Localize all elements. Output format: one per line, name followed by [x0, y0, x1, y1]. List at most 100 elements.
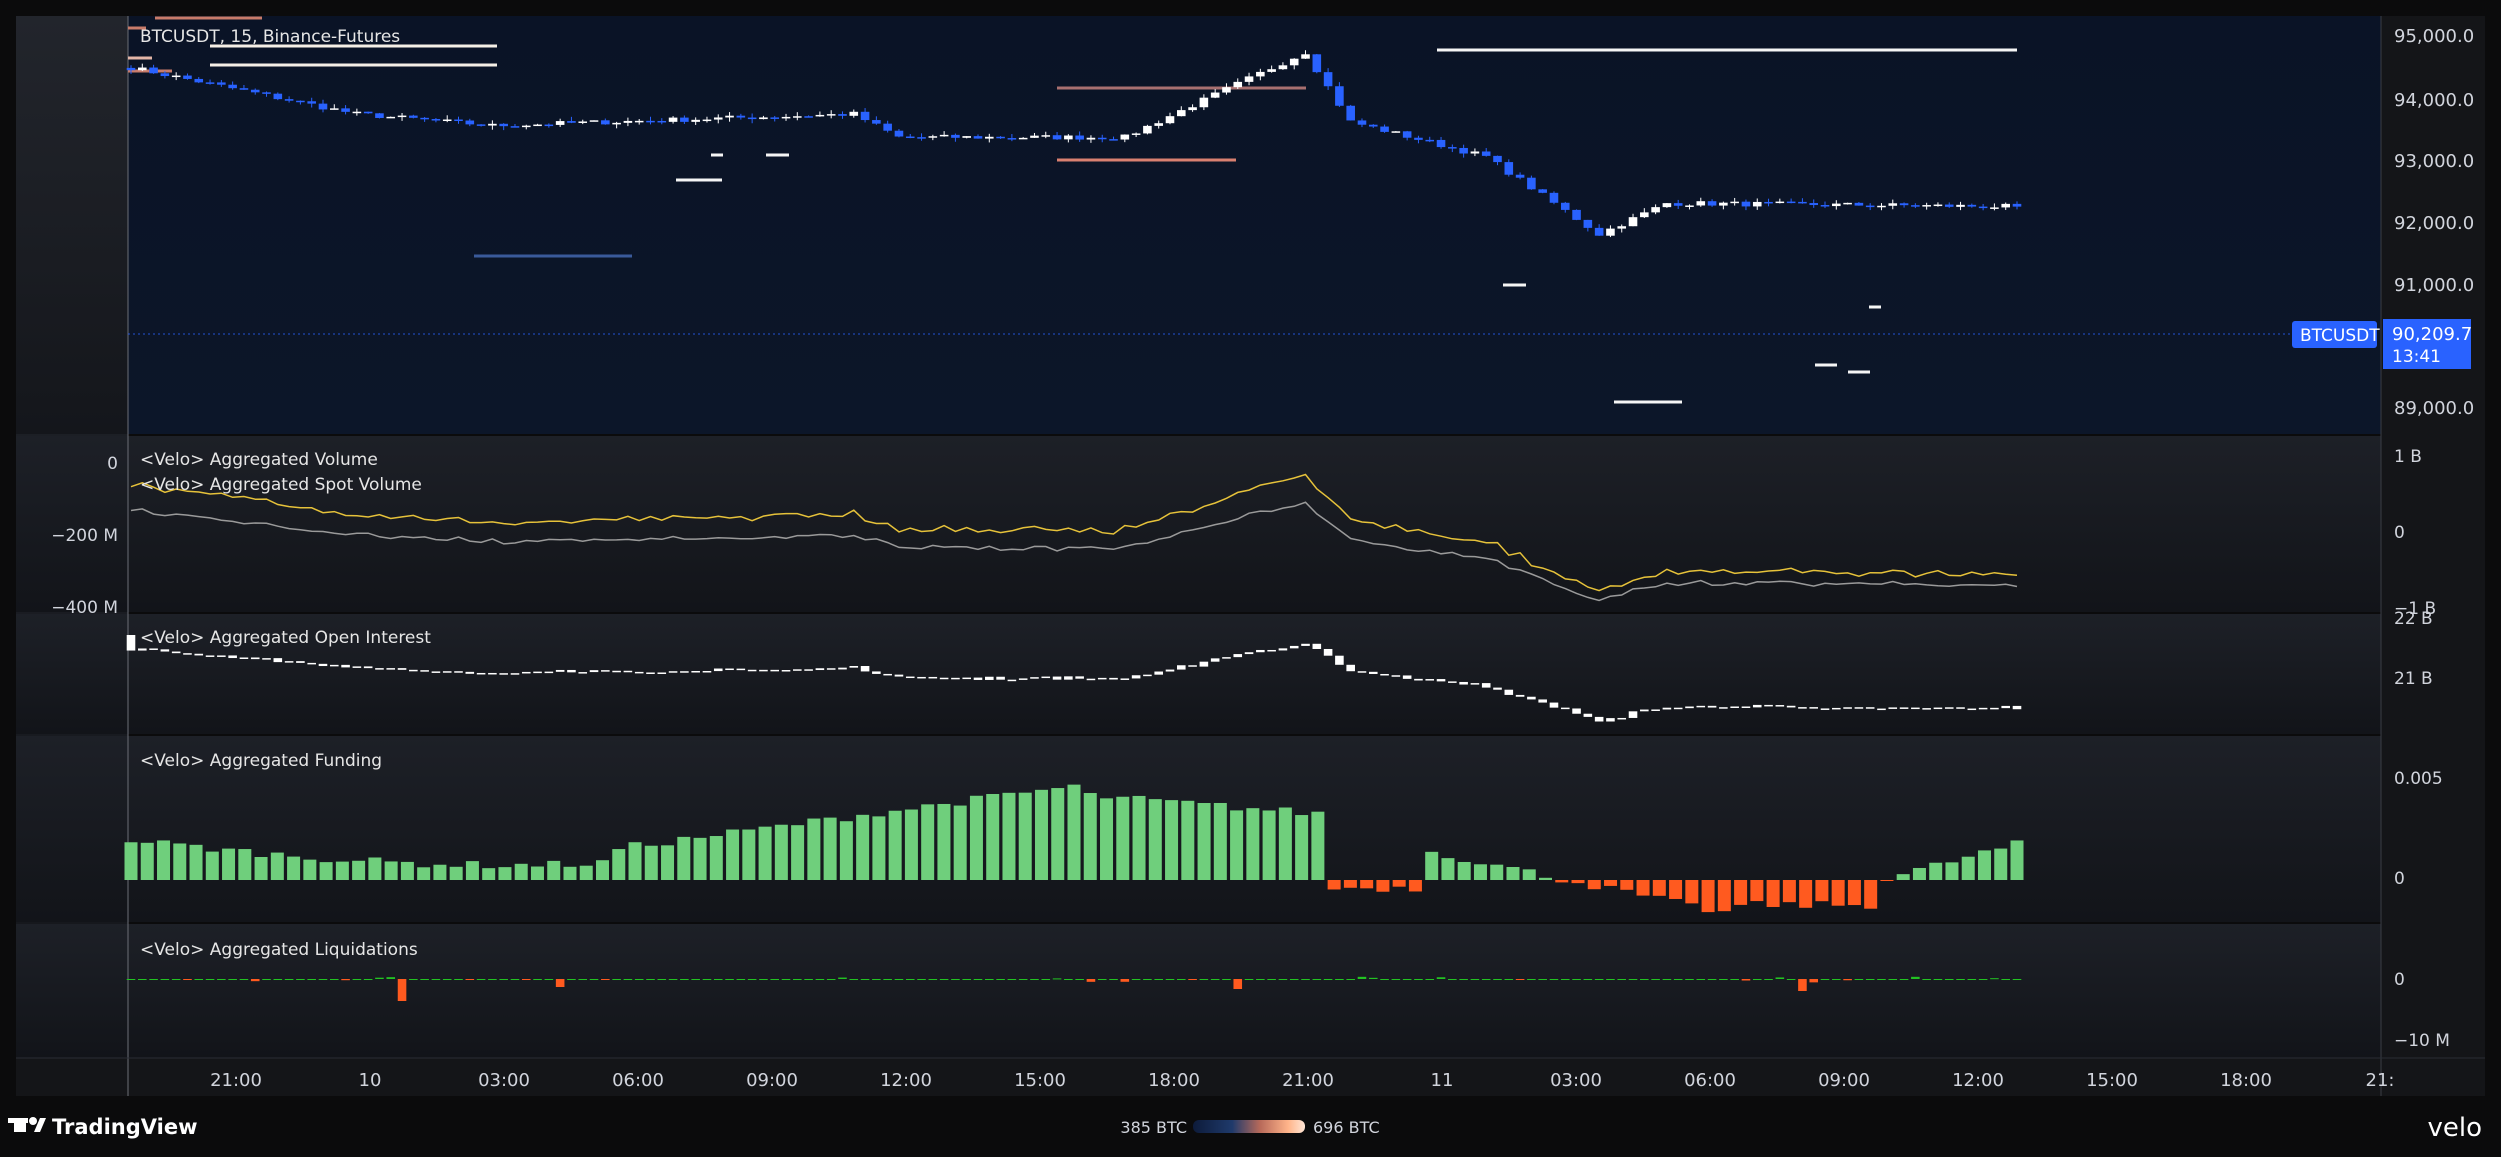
- funding-bar: [140, 842, 154, 880]
- liquidation-bar: [1820, 979, 1830, 980]
- volume-title[interactable]: <Velo> Aggregated Volume: [140, 450, 378, 470]
- candle-body: [917, 137, 926, 139]
- oi-candle-body: [499, 673, 508, 675]
- candle-body: [1560, 202, 1570, 210]
- liquidation-bar: [442, 979, 452, 980]
- liq-title[interactable]: <Velo> Aggregated Liquidations: [140, 940, 418, 960]
- oi-candle-body: [1131, 675, 1141, 679]
- candle-body: [589, 120, 599, 122]
- candle-body: [1018, 137, 1028, 140]
- liquidation-bar: [307, 979, 316, 980]
- funding-bar: [319, 862, 333, 880]
- liquidation-bar: [1899, 979, 1909, 980]
- oi-candle-body: [1256, 649, 1265, 653]
- funding-bar: [1961, 856, 1975, 880]
- funding-bar: [1831, 880, 1845, 906]
- candle-body: [1199, 97, 1209, 108]
- oi-candle-body: [1843, 707, 1852, 709]
- oi-candle-body: [713, 668, 723, 672]
- liquidation-bar: [420, 979, 429, 980]
- candle-body: [872, 120, 881, 124]
- oi-candle-body: [1414, 678, 1423, 681]
- funding-bar: [1652, 880, 1666, 896]
- funding-bar: [303, 859, 317, 880]
- oi-candle-body: [284, 661, 294, 663]
- oi-panel: [16, 614, 2381, 734]
- oi-candle-body: [646, 672, 655, 674]
- oi-candle-body: [996, 676, 1005, 680]
- funding-bar: [335, 861, 349, 880]
- candle-body: [1154, 123, 1163, 126]
- funding-bar: [661, 845, 675, 880]
- oi-candle-body: [521, 671, 531, 674]
- candle-body: [1651, 207, 1660, 213]
- liquidation-bar: [1922, 979, 1931, 980]
- candle-body: [1696, 201, 1706, 206]
- liquidation-bar: [1188, 979, 1197, 980]
- oi-candle-body: [2001, 705, 2010, 709]
- liquidation-bar: [465, 979, 475, 980]
- candle-body: [1256, 71, 1265, 77]
- oi-candle-body: [2012, 705, 2022, 710]
- liquidation-bar: [149, 979, 158, 980]
- vol-left-tick: −200 M: [51, 526, 118, 546]
- liquidation-bar: [1335, 979, 1344, 980]
- oi-candle-body: [1978, 707, 1988, 710]
- liquidation-bar: [1007, 979, 1017, 980]
- candle-body: [1267, 69, 1276, 72]
- candle-body: [1606, 228, 1615, 236]
- liquidation-bar: [1843, 979, 1852, 981]
- candle-body: [476, 124, 486, 126]
- oi-candle-body: [1560, 707, 1570, 710]
- time-axis-labels: 21:00 10 03:00 06:00 09:00 12:00 15:00 1…: [210, 1070, 2394, 1091]
- candle-body: [1594, 227, 1604, 236]
- price-panel: [128, 16, 2381, 434]
- candle-body: [1357, 120, 1367, 125]
- oi-candle-body: [363, 666, 373, 669]
- candle-body: [928, 136, 938, 138]
- candle-body: [973, 136, 983, 139]
- oi-candle-body: [1967, 708, 1977, 711]
- right-price-scale[interactable]: [2381, 16, 2485, 1058]
- price-badge[interactable]: BTCUSDT 90,209.7 13:41: [2292, 319, 2472, 369]
- candle-body: [250, 89, 260, 93]
- oi-candle-body: [1368, 671, 1378, 674]
- funding-bar: [433, 864, 447, 880]
- oi-candle-body: [431, 671, 441, 673]
- liquidation-bar: [634, 979, 644, 980]
- funding-bar: [1815, 880, 1829, 902]
- time-axis[interactable]: [16, 1058, 2485, 1096]
- spot-volume-title[interactable]: <Velo> Aggregated Spot Volume: [140, 475, 422, 495]
- liquidation-bar: [250, 979, 260, 982]
- liquidation-bar: [1865, 979, 1875, 980]
- funding-bar: [1246, 808, 1260, 880]
- funding-bar: [693, 837, 707, 880]
- oi-candle-body: [149, 648, 158, 650]
- oi-candle-body: [793, 669, 802, 671]
- liquidation-bar: [239, 979, 249, 980]
- oi-candle-body: [1707, 705, 1717, 708]
- candle-body: [341, 108, 350, 112]
- tv-logo-icon-slash: [34, 1118, 46, 1132]
- candle-body: [646, 120, 655, 123]
- price-tick: 93,000.0: [2394, 151, 2474, 172]
- price-left-area: [16, 16, 128, 434]
- candle-body: [420, 117, 429, 120]
- liquidation-bar: [1222, 979, 1231, 980]
- funding-bar: [709, 836, 723, 880]
- liquidation-bar: [1199, 979, 1209, 980]
- candle-body: [1719, 202, 1728, 206]
- symbol-badge[interactable]: [2292, 321, 2377, 348]
- symbol-title[interactable]: BTCUSDT, 15, Binance-Futures: [140, 27, 400, 47]
- funding-title[interactable]: <Velo> Aggregated Funding: [140, 751, 382, 771]
- liquidation-bars: [126, 976, 2022, 1001]
- funding-bar: [904, 809, 918, 880]
- oi-candle-body: [1911, 707, 1920, 710]
- candle-body: [2001, 203, 2010, 208]
- oi-candle-body: [217, 655, 226, 657]
- oi-title[interactable]: <Velo> Aggregated Open Interest: [140, 628, 431, 648]
- oi-candle-body: [1685, 706, 1694, 709]
- liquidation-bar: [284, 979, 294, 980]
- tradingview-logo[interactable]: TradingView: [8, 1115, 197, 1139]
